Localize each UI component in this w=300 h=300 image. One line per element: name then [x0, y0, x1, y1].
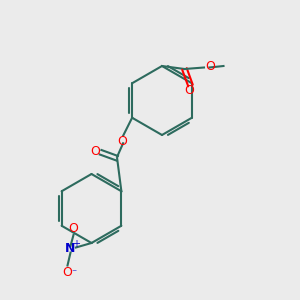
Text: O: O	[69, 222, 78, 236]
Text: O: O	[118, 135, 128, 148]
Text: O: O	[184, 84, 194, 98]
Text: O: O	[90, 145, 100, 158]
Text: +: +	[72, 238, 80, 249]
Text: O: O	[63, 266, 72, 280]
Text: O: O	[205, 60, 215, 73]
Text: ⁻: ⁻	[71, 268, 77, 278]
Text: N: N	[65, 242, 76, 256]
